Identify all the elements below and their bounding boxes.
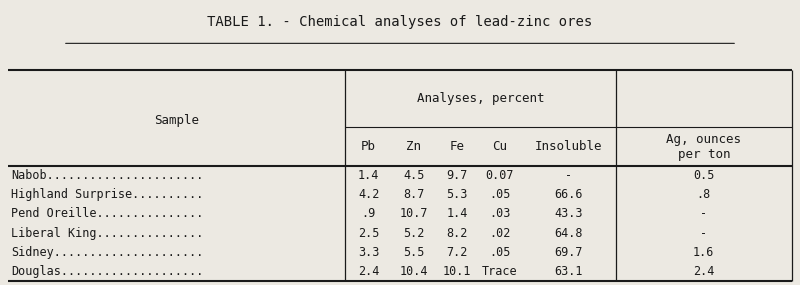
Text: 63.1: 63.1 xyxy=(554,265,583,278)
Text: 9.7: 9.7 xyxy=(446,169,467,182)
Text: 8.2: 8.2 xyxy=(446,227,467,239)
Text: -: - xyxy=(565,169,572,182)
Text: 7.2: 7.2 xyxy=(446,246,467,258)
Text: 10.4: 10.4 xyxy=(399,265,428,278)
Text: Sample: Sample xyxy=(154,114,199,127)
Text: 10.7: 10.7 xyxy=(399,207,428,221)
Text: 4.2: 4.2 xyxy=(358,188,379,201)
Text: 5.3: 5.3 xyxy=(446,188,467,201)
Text: 43.3: 43.3 xyxy=(554,207,583,221)
Text: .05: .05 xyxy=(490,188,510,201)
Text: Analyses, percent: Analyses, percent xyxy=(417,92,544,105)
Text: Highland Surprise..........: Highland Surprise.......... xyxy=(11,188,203,201)
Text: 2.4: 2.4 xyxy=(693,265,714,278)
Text: .03: .03 xyxy=(490,207,510,221)
Text: Douglas....................: Douglas.................... xyxy=(11,265,203,278)
Text: 0.07: 0.07 xyxy=(486,169,514,182)
Text: .05: .05 xyxy=(490,246,510,258)
Text: .02: .02 xyxy=(490,227,510,239)
Text: .8: .8 xyxy=(697,188,711,201)
Text: 1.4: 1.4 xyxy=(446,207,467,221)
Text: .9: .9 xyxy=(362,207,376,221)
Text: Cu: Cu xyxy=(493,140,507,153)
Text: Insoluble: Insoluble xyxy=(535,140,602,153)
Text: Pb: Pb xyxy=(361,140,376,153)
Text: 0.5: 0.5 xyxy=(693,169,714,182)
Text: TABLE 1. - Chemical analyses of lead-zinc ores: TABLE 1. - Chemical analyses of lead-zin… xyxy=(207,15,593,29)
Text: Nabob......................: Nabob...................... xyxy=(11,169,203,182)
Text: 8.7: 8.7 xyxy=(403,188,425,201)
Text: 1.4: 1.4 xyxy=(358,169,379,182)
Text: 5.5: 5.5 xyxy=(403,246,425,258)
Text: -: - xyxy=(700,227,707,239)
Text: Fe: Fe xyxy=(450,140,464,153)
Text: 2.4: 2.4 xyxy=(358,265,379,278)
Text: 1.6: 1.6 xyxy=(693,246,714,258)
Text: Ag, ounces
per ton: Ag, ounces per ton xyxy=(666,133,742,161)
Text: -: - xyxy=(700,207,707,221)
Text: 3.3: 3.3 xyxy=(358,246,379,258)
Text: Liberal King...............: Liberal King............... xyxy=(11,227,203,239)
Text: Zn: Zn xyxy=(406,140,422,153)
Text: 5.2: 5.2 xyxy=(403,227,425,239)
Text: Pend Oreille...............: Pend Oreille............... xyxy=(11,207,203,221)
Text: Sidney.....................: Sidney..................... xyxy=(11,246,203,258)
Text: 10.1: 10.1 xyxy=(442,265,471,278)
Text: 66.6: 66.6 xyxy=(554,188,583,201)
Text: 64.8: 64.8 xyxy=(554,227,583,239)
Text: 4.5: 4.5 xyxy=(403,169,425,182)
Text: 69.7: 69.7 xyxy=(554,246,583,258)
Text: Trace: Trace xyxy=(482,265,518,278)
Text: 2.5: 2.5 xyxy=(358,227,379,239)
